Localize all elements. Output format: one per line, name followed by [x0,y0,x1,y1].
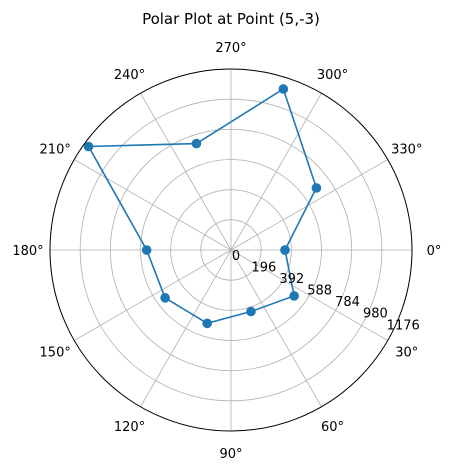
radial-tick-label: 0 [232,249,240,264]
angle-tick-label: 120° [114,420,145,435]
data-point [289,291,299,301]
polar-frame [49,68,413,432]
data-point [246,306,256,317]
angle-tick-label: 210° [40,143,71,158]
radial-tick-label: 392 [279,272,304,287]
data-point [83,141,94,152]
angle-tick-label: 90° [219,447,242,462]
series-line [87,87,318,325]
angular-gridline [230,249,388,341]
data-point [141,245,152,255]
data-point [191,138,202,149]
angle-tick-label: 60° [321,420,344,435]
angular-gridlines [50,69,412,431]
angle-tick-label: 180° [12,244,43,259]
angle-tick-labels: 0° 30° 60° 90° 120° 150° 180° 210° 240° 270° 300° 3… [12,41,441,462]
angular-gridline [230,159,388,251]
angle-tick-label: 270° [215,41,246,56]
radial-tick-label: 784 [335,295,360,310]
angle-tick-label: 30° [395,346,418,361]
data-point [202,318,212,329]
angular-gridline [230,93,322,251]
angular-gridline [74,249,232,341]
angle-tick-label: 330° [391,143,422,158]
chart-title: Polar Plot at Point (5,-3) [142,10,320,28]
angular-gridline [140,93,232,251]
angular-gridline [74,159,232,251]
data-point [278,84,289,94]
angle-tick-label: 240° [114,68,145,83]
angular-gridline [140,249,232,407]
radial-tick-label: 196 [251,261,276,276]
radial-tick-label: 1176 [387,318,420,333]
radial-tick-label: 980 [363,307,388,322]
data-point [280,245,290,255]
series-layer [83,84,322,329]
angle-tick-label: 150° [40,346,71,361]
radial-tick-label: 588 [307,284,332,299]
angular-gridline [230,249,322,407]
data-point [311,183,322,193]
data-point [160,293,170,303]
angle-tick-label: 0° [427,244,442,259]
angle-tick-label: 300° [317,68,348,83]
